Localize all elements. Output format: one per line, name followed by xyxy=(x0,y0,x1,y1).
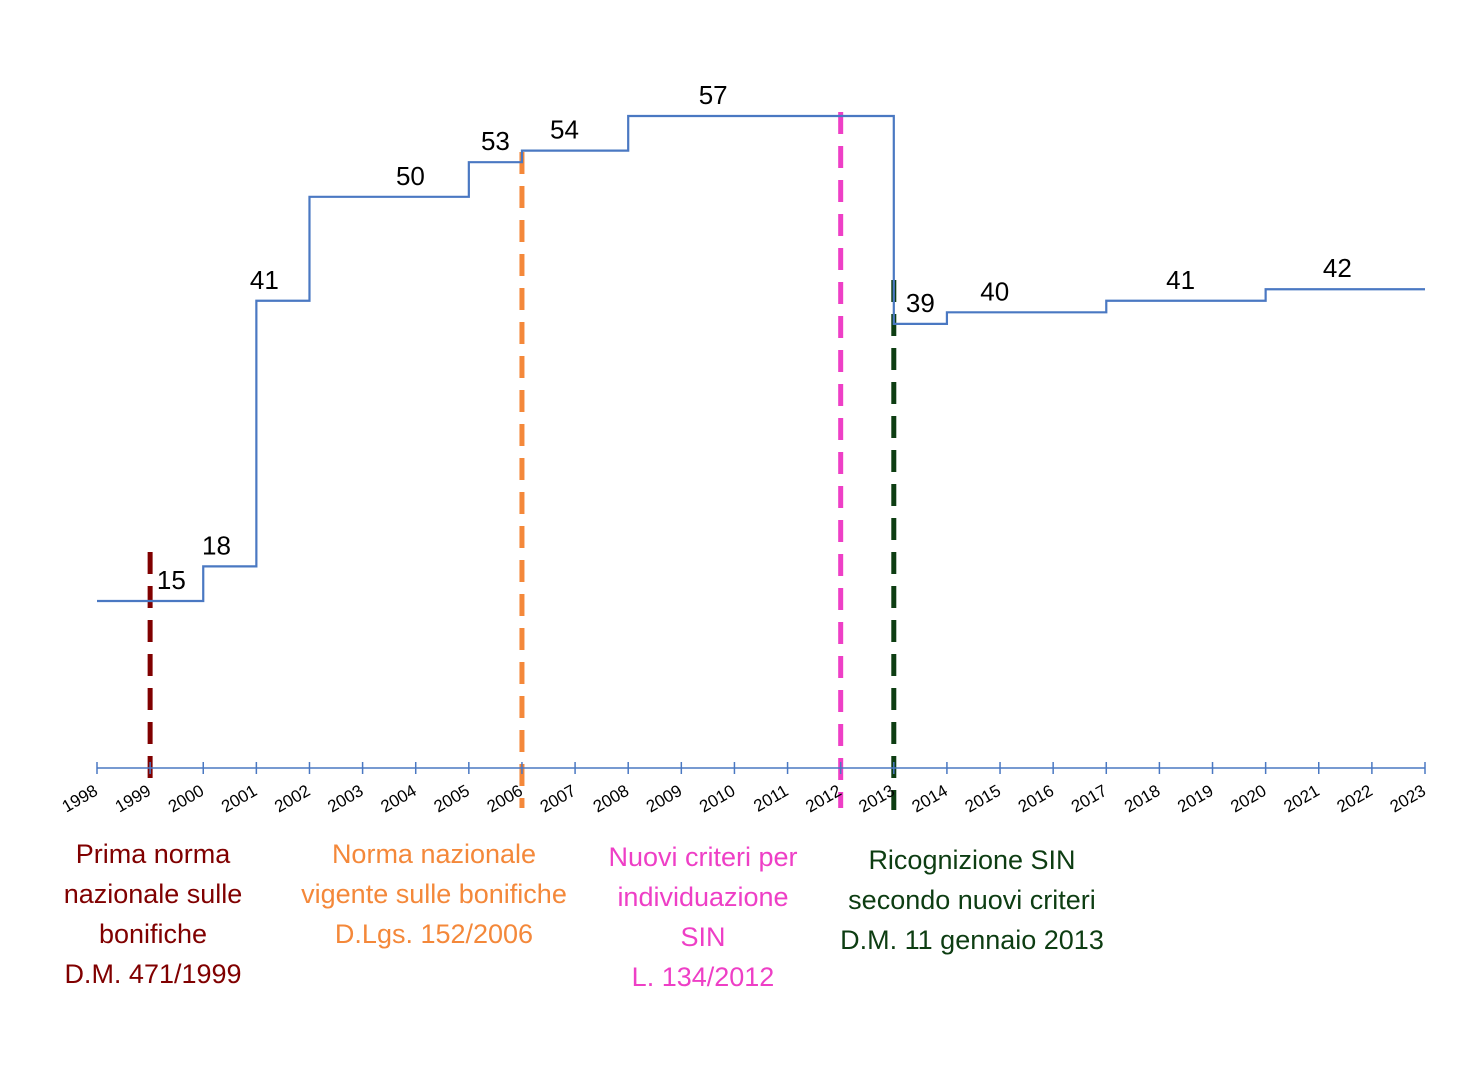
tick-label-2023: 2023 xyxy=(1387,781,1429,816)
tick-label-2016: 2016 xyxy=(1015,781,1057,816)
value-label: 40 xyxy=(980,276,1009,306)
annotation-line: individuazione xyxy=(617,882,788,912)
tick-label-2020: 2020 xyxy=(1227,781,1269,816)
value-labels: 15 18 41 50 53 54 57 39 40 41 42 xyxy=(157,80,1352,595)
tick-label-1998: 1998 xyxy=(59,781,101,816)
series-line-0 xyxy=(97,114,1425,603)
tick-label-2019: 2019 xyxy=(1174,781,1216,816)
value-label: 18 xyxy=(202,530,231,560)
annotation-line: D.M. 11 gennaio 2013 xyxy=(840,925,1104,955)
value-label: 50 xyxy=(396,161,425,191)
tick-label-2015: 2015 xyxy=(962,781,1004,816)
annotation-line: D.M. 471/1999 xyxy=(64,959,241,989)
tick-label-2006: 2006 xyxy=(484,781,526,816)
annotation-line: nazionale sulle xyxy=(64,879,243,909)
value-label: 41 xyxy=(1166,265,1195,295)
tick-label-2022: 2022 xyxy=(1334,781,1376,816)
annotation-line: Prima norma xyxy=(76,839,232,869)
annotation-line: Ricognizione SIN xyxy=(868,845,1075,875)
tick-label-2021: 2021 xyxy=(1280,781,1322,816)
tick-label-2008: 2008 xyxy=(590,781,632,816)
annotation-line: SIN xyxy=(680,922,725,952)
tick-label-2011: 2011 xyxy=(750,781,791,816)
value-label: 42 xyxy=(1323,253,1352,283)
annotation-line: D.Lgs. 152/2006 xyxy=(335,919,533,949)
legislation-markers xyxy=(147,112,897,810)
x-tick-labels: 1998 1999 2000 2001 2002 2003 2004 2005 2006 2007… xyxy=(59,781,1429,816)
annotation-line: secondo nuovi criteri xyxy=(848,885,1096,915)
x-axis xyxy=(96,762,1426,774)
tick-label-2012: 2012 xyxy=(802,781,844,816)
value-label: 15 xyxy=(157,565,186,595)
annotation-line: Norma nazionale xyxy=(332,839,536,869)
tick-label-2002: 2002 xyxy=(271,781,313,816)
tick-label-2003: 2003 xyxy=(324,781,366,816)
tick-label-2009: 2009 xyxy=(643,781,685,816)
value-label: 57 xyxy=(699,80,728,110)
tick-label-2013: 2013 xyxy=(856,781,898,816)
tick-label-2010: 2010 xyxy=(696,781,738,816)
annotation-line: Nuovi criteri per xyxy=(608,842,797,872)
annotation-line: L. 134/2012 xyxy=(632,962,775,992)
annotation-line: bonifiche xyxy=(99,919,207,949)
value-label: 53 xyxy=(481,126,510,156)
annotation-texts: Prima norma nazionale sulle bonifiche D.M. … xyxy=(64,839,1104,992)
tick-label-2005: 2005 xyxy=(431,781,473,816)
tick-label-1999: 1999 xyxy=(112,781,154,816)
series-layer xyxy=(97,114,1425,603)
tick-label-2018: 2018 xyxy=(1121,781,1163,816)
annotation-line: vigente sulle bonifiche xyxy=(301,879,567,909)
tick-label-2017: 2017 xyxy=(1068,781,1110,816)
tick-label-2007: 2007 xyxy=(537,781,579,816)
value-label: 39 xyxy=(906,288,935,318)
value-label: 41 xyxy=(250,265,279,295)
tick-label-2014: 2014 xyxy=(909,781,951,816)
tick-label-2000: 2000 xyxy=(165,781,207,816)
tick-label-2004: 2004 xyxy=(377,781,419,816)
value-label: 54 xyxy=(550,115,579,145)
tick-label-2001: 2001 xyxy=(218,781,260,816)
